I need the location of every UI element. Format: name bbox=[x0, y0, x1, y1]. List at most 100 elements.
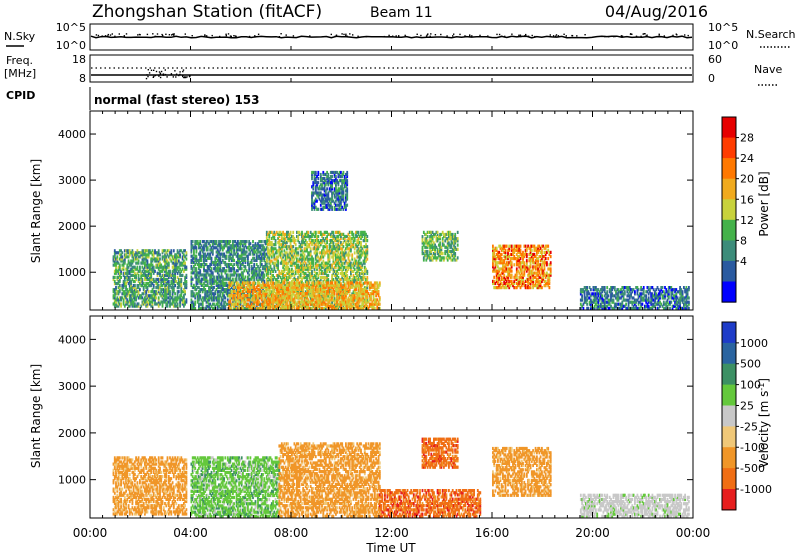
echo-cell bbox=[301, 234, 303, 239]
echo-cell bbox=[142, 267, 145, 271]
echo-cell bbox=[238, 290, 240, 294]
echo-cell bbox=[145, 290, 148, 294]
echo-cell bbox=[169, 257, 171, 261]
echo-cell bbox=[257, 246, 259, 250]
echo-cell bbox=[128, 249, 131, 253]
echo-cell bbox=[293, 236, 296, 241]
echo-cell bbox=[177, 286, 180, 290]
echo-cell bbox=[211, 277, 214, 281]
echo-cell bbox=[249, 281, 252, 285]
echo-cell bbox=[147, 253, 150, 257]
echo-cell bbox=[137, 255, 140, 259]
echo-cell bbox=[298, 306, 301, 310]
echo-cell bbox=[247, 254, 249, 258]
echo-cell bbox=[125, 286, 127, 290]
echo-cell bbox=[255, 244, 258, 248]
echo-cell bbox=[206, 300, 209, 304]
echo-cell bbox=[170, 251, 173, 255]
echo-cell bbox=[279, 251, 282, 255]
echo-cell bbox=[130, 294, 132, 298]
echo-cell bbox=[166, 273, 169, 277]
echo-cell bbox=[245, 240, 248, 244]
echo-cell bbox=[213, 298, 215, 302]
echo-cell bbox=[289, 241, 292, 245]
echo-cell bbox=[279, 276, 282, 280]
echo-cell bbox=[272, 281, 274, 285]
echo-cell bbox=[239, 288, 242, 292]
echo-cell bbox=[195, 267, 198, 271]
echo-cell bbox=[361, 283, 364, 287]
echo-cell bbox=[150, 279, 153, 284]
echo-cell bbox=[156, 286, 159, 290]
echo-cell bbox=[296, 278, 298, 282]
echo-cell bbox=[128, 253, 131, 257]
echo-cell bbox=[288, 273, 291, 278]
echo-cell bbox=[176, 249, 179, 253]
echo-cell bbox=[174, 257, 176, 261]
echo-cell bbox=[147, 255, 150, 259]
echo-cell bbox=[225, 290, 228, 294]
echo-cell bbox=[317, 177, 320, 181]
echo-cell bbox=[257, 244, 259, 248]
echo-cell bbox=[123, 277, 126, 282]
echo-cell bbox=[209, 252, 212, 256]
echo-cell bbox=[308, 251, 311, 255]
echo-cell bbox=[232, 265, 234, 269]
echo-cell bbox=[156, 277, 159, 282]
echo-cell bbox=[204, 277, 207, 281]
echo-cell bbox=[263, 273, 266, 277]
echo-cell bbox=[239, 290, 242, 294]
echo-cell bbox=[277, 261, 279, 265]
echo-cell bbox=[216, 285, 219, 290]
echo-cell bbox=[299, 276, 302, 280]
echo-cell bbox=[196, 285, 199, 290]
echo-cell bbox=[275, 278, 278, 282]
echo-cell bbox=[132, 294, 135, 298]
echo-cell bbox=[198, 267, 200, 271]
echo-cell bbox=[221, 252, 224, 256]
echo-cell bbox=[172, 267, 175, 271]
echo-cell bbox=[145, 286, 148, 290]
echo-cell bbox=[243, 246, 246, 250]
echo-cell bbox=[154, 249, 156, 253]
echo-cell bbox=[326, 245, 328, 249]
echo-cell bbox=[306, 273, 308, 278]
echo-cell bbox=[151, 288, 154, 292]
echo-cell bbox=[284, 267, 287, 271]
echo-cell bbox=[137, 269, 140, 273]
echo-cell bbox=[229, 281, 232, 285]
echo-cell bbox=[127, 292, 130, 296]
echo-cell bbox=[250, 294, 253, 298]
echo-cell bbox=[244, 250, 247, 254]
echo-cell bbox=[171, 292, 174, 296]
echo-cell bbox=[279, 232, 282, 236]
echo-cell bbox=[199, 258, 202, 262]
echo-cell bbox=[301, 269, 303, 273]
echo-cell bbox=[179, 277, 181, 282]
echo-cell bbox=[144, 253, 146, 257]
echo-cell bbox=[140, 304, 143, 308]
echo-cell bbox=[304, 276, 307, 280]
echo-cell bbox=[254, 250, 257, 254]
echo-cell bbox=[232, 244, 234, 248]
echo-cell bbox=[247, 277, 249, 281]
echo-cell bbox=[141, 300, 144, 304]
echo-cell bbox=[201, 302, 204, 306]
echo-cell bbox=[296, 251, 298, 255]
echo-cell bbox=[282, 255, 284, 259]
echo-cell bbox=[122, 284, 125, 288]
echo-cell bbox=[180, 273, 183, 277]
echo-cell bbox=[268, 285, 271, 289]
echo-cell bbox=[242, 244, 244, 248]
echo-cell bbox=[331, 281, 333, 285]
echo-cell bbox=[198, 265, 200, 269]
echo-cell bbox=[151, 253, 154, 257]
echo-cell bbox=[378, 296, 381, 300]
echo-cell bbox=[269, 263, 272, 267]
echo-cell bbox=[179, 273, 181, 277]
echo-cell bbox=[280, 298, 283, 302]
echo-cell bbox=[155, 302, 158, 306]
echo-cell bbox=[179, 296, 181, 300]
echo-cell bbox=[299, 267, 302, 271]
echo-cell bbox=[156, 257, 159, 261]
